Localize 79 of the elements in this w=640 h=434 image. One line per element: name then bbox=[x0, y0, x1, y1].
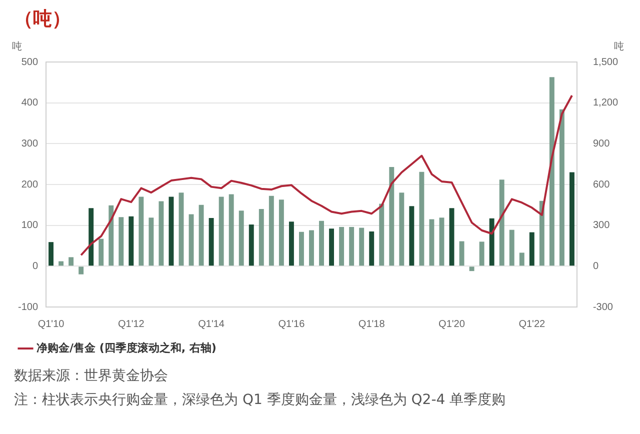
bar bbox=[439, 218, 444, 266]
bar bbox=[529, 232, 534, 266]
bar bbox=[88, 208, 94, 266]
y-tick-label: 500 bbox=[21, 56, 38, 68]
bar bbox=[198, 204, 204, 266]
bar bbox=[419, 172, 424, 266]
y2-tick-label: -300 bbox=[592, 302, 614, 313]
text: 注：柱状表示央行购金量，深绿色为 Q1 季度购金量，浅绿色为 Q2-4 单季度购 bbox=[13, 391, 507, 410]
bar bbox=[479, 242, 484, 266]
y-tick-label: 300 bbox=[21, 138, 38, 150]
bar bbox=[138, 196, 144, 266]
bar bbox=[258, 209, 264, 266]
bar bbox=[569, 172, 574, 266]
bar bbox=[449, 208, 454, 266]
y2-tick-label: 900 bbox=[592, 138, 610, 150]
bar bbox=[379, 204, 384, 266]
bar bbox=[359, 228, 364, 266]
bar bbox=[98, 238, 104, 266]
y2-axis-title: 吨 bbox=[614, 40, 624, 53]
bar bbox=[319, 220, 324, 266]
bar bbox=[469, 266, 474, 272]
bar bbox=[349, 226, 354, 266]
bar bbox=[278, 200, 284, 266]
bar bbox=[549, 77, 554, 266]
bar bbox=[128, 216, 134, 266]
x-tick-label: Q1'20 bbox=[438, 318, 466, 330]
bar bbox=[148, 218, 154, 266]
x-tick-label: Q1'10 bbox=[38, 318, 65, 330]
bar bbox=[539, 200, 544, 266]
bar bbox=[108, 205, 114, 266]
bar bbox=[339, 226, 344, 266]
bar bbox=[509, 230, 514, 266]
y2-tick-label: 0 bbox=[592, 260, 599, 272]
bar bbox=[329, 228, 334, 266]
y2-tick-label: 600 bbox=[592, 179, 610, 190]
legend-label: 净购金/售金 (四季度滚动之和, 右轴) bbox=[36, 341, 216, 354]
x-tick-label: Q1'12 bbox=[118, 318, 145, 330]
bar bbox=[228, 194, 234, 266]
y-axis-title: 吨 bbox=[12, 40, 22, 53]
bar bbox=[248, 224, 254, 266]
bar bbox=[178, 192, 184, 266]
x-tick-label: Q1'22 bbox=[518, 318, 546, 330]
x-tick-label: Q1'14 bbox=[198, 318, 225, 330]
bar bbox=[389, 166, 394, 266]
bar bbox=[158, 201, 164, 266]
bar bbox=[58, 261, 64, 266]
y-tick-label: 200 bbox=[21, 179, 38, 190]
y-tick-label: 400 bbox=[21, 98, 38, 109]
bar bbox=[68, 257, 74, 266]
bar bbox=[299, 232, 304, 266]
y-tick-label: 0 bbox=[32, 260, 38, 272]
bar bbox=[399, 192, 404, 266]
bar bbox=[168, 196, 174, 266]
y-tick-label: 100 bbox=[21, 220, 38, 232]
source-note: 数据来源：世界黄金协会 bbox=[13, 367, 169, 386]
bar bbox=[208, 218, 214, 266]
bar bbox=[48, 242, 54, 266]
bar bbox=[238, 210, 244, 266]
bar bbox=[309, 230, 314, 266]
y-tick-label: -100 bbox=[18, 302, 38, 313]
y2-tick-label: 1,500 bbox=[592, 56, 618, 68]
bar bbox=[268, 196, 274, 266]
bar bbox=[78, 266, 84, 274]
bar bbox=[188, 214, 194, 266]
bar bbox=[499, 180, 504, 266]
bar bbox=[559, 109, 564, 266]
bar bbox=[429, 219, 434, 266]
bar bbox=[288, 222, 294, 266]
bar bbox=[519, 252, 524, 266]
bar bbox=[409, 206, 414, 266]
y2-tick-label: 1,200 bbox=[592, 98, 618, 109]
x-tick-label: Q1'18 bbox=[358, 318, 386, 330]
bar bbox=[218, 196, 224, 266]
bar bbox=[489, 218, 494, 266]
x-tick-label: Q1'16 bbox=[278, 318, 306, 330]
bar bbox=[118, 217, 124, 266]
y2-tick-label: 300 bbox=[592, 220, 610, 232]
bar bbox=[369, 231, 374, 266]
chart-title: （吨） bbox=[13, 7, 72, 32]
